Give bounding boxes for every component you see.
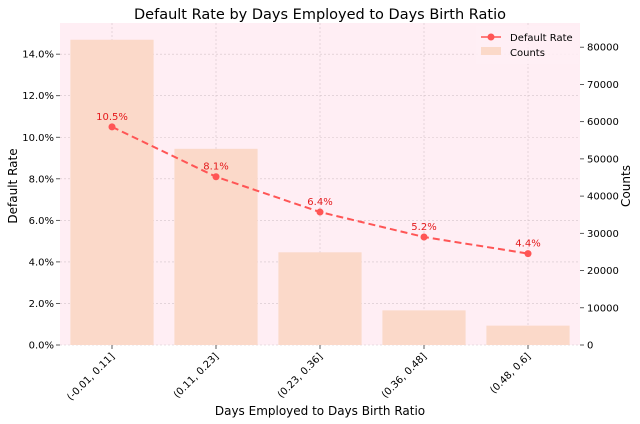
x-tick-label: (0.11, 0.23]: [172, 351, 221, 400]
legend-point-marker: [487, 33, 495, 41]
legend-label-counts: Counts: [510, 48, 545, 59]
chart-title: Default Rate by Days Employed to Days Bi…: [134, 7, 506, 23]
bar-1: [70, 39, 154, 346]
data-label-5: 4.4%: [515, 239, 540, 250]
x-tick-label: (0.36, 0.48]: [380, 351, 429, 400]
right-axis: 0 10000 20000 30000 40000 50000 60000 70000 8000…: [580, 43, 619, 352]
right-axis-title: Counts: [619, 165, 633, 207]
left-tick-label: 4.0%: [29, 257, 54, 268]
right-tick-label: 70000: [587, 80, 619, 91]
line-series-default-rate: [108, 123, 532, 258]
x-axis-title: Days Employed to Days Birth Ratio: [215, 404, 425, 418]
left-tick-label: 6.0%: [29, 216, 54, 227]
bar-series-counts: [70, 39, 570, 346]
point-1: [108, 123, 116, 131]
left-tick-label: 12.0%: [22, 91, 54, 102]
x-axis: (-0.01, 0.11] (0.11, 0.23] (0.23, 0.36] (0.…: [65, 345, 533, 403]
left-tick-label: 8.0%: [29, 174, 54, 185]
right-tick-label: 60000: [587, 117, 619, 128]
x-tick-label: (0.23, 0.36]: [276, 351, 325, 400]
legend-bar-swatch: [481, 47, 501, 55]
data-label-1: 10.5%: [96, 112, 128, 123]
bar-2: [174, 148, 258, 345]
point-2: [212, 173, 220, 181]
legend-label-default-rate: Default Rate: [510, 33, 573, 44]
point-5: [524, 250, 532, 258]
point-3: [316, 208, 324, 216]
right-tick-label: 40000: [587, 192, 619, 203]
right-tick-label: 50000: [587, 154, 619, 165]
data-label-3: 6.4%: [307, 197, 332, 208]
left-axis: 0.0% 2.0% 4.0% 6.0% 8.0% 10.0% 12.0% 14.0%: [22, 50, 60, 352]
left-tick-label: 2.0%: [29, 299, 54, 310]
bar-3: [278, 252, 362, 345]
data-label-2: 8.1%: [203, 162, 228, 173]
left-tick-label: 14.0%: [22, 50, 54, 61]
bar-5: [486, 325, 570, 345]
left-tick-label: 0.0%: [29, 341, 54, 352]
right-tick-label: 30000: [587, 229, 619, 240]
x-tick-label: (0.48, 0.6]: [488, 351, 533, 396]
x-tick-label: (-0.01, 0.11]: [65, 351, 117, 403]
right-tick-label: 10000: [587, 303, 619, 314]
left-tick-label: 10.0%: [22, 133, 54, 144]
right-tick-label: 0: [587, 341, 593, 352]
point-4: [420, 233, 428, 241]
data-labels: 10.5% 8.1% 6.4% 5.2% 4.4%: [96, 112, 541, 250]
left-axis-title: Default Rate: [6, 148, 20, 223]
bar-4: [382, 310, 466, 345]
data-label-4: 5.2%: [411, 222, 436, 233]
legend: Default Rate Counts: [476, 26, 579, 64]
right-tick-label: 80000: [587, 43, 619, 54]
right-tick-label: 20000: [587, 266, 619, 277]
